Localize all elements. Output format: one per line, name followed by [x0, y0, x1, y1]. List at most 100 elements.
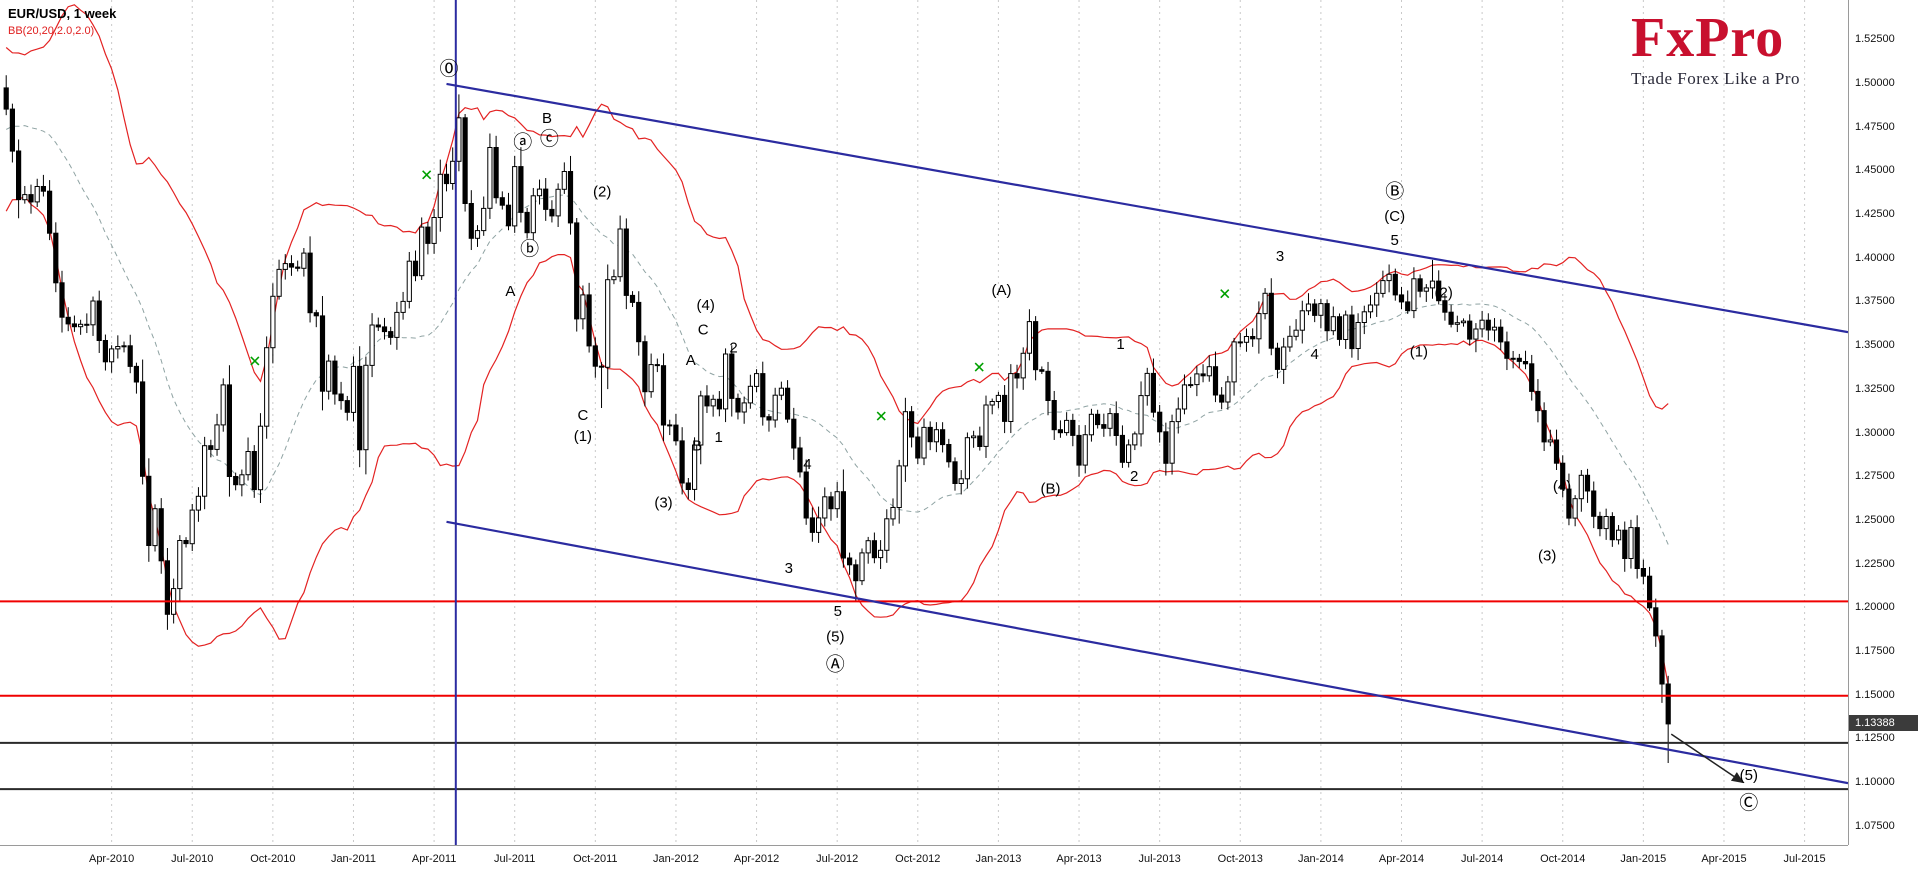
candle-body-bear — [1398, 294, 1405, 303]
wave-label[interactable]: (A) — [992, 282, 1012, 299]
candle-body-bear — [952, 461, 958, 484]
wave-label[interactable]: (B) — [1041, 480, 1061, 497]
candle-body-bear — [729, 353, 735, 399]
candle-body-bull — [902, 411, 908, 467]
trendline[interactable] — [446, 82, 1848, 334]
wave-label[interactable]: 3 — [1276, 248, 1284, 265]
wave-label[interactable]: Ⓒ — [1739, 792, 1758, 814]
wave-label[interactable]: (1) — [1410, 343, 1428, 360]
candle-body-bear — [1045, 370, 1051, 401]
green-cross-marker[interactable] — [250, 356, 260, 366]
candle-body-bull — [1088, 413, 1095, 436]
green-cross-marker[interactable] — [974, 362, 984, 372]
wave-label[interactable]: ⓐ — [513, 131, 532, 153]
candle-body-bull — [195, 495, 202, 511]
candle — [1628, 519, 1634, 569]
candle — [1597, 511, 1603, 537]
candle — [419, 217, 425, 280]
candle-body-bear — [1634, 527, 1640, 569]
candle-body-bull — [1175, 408, 1181, 423]
candle — [816, 506, 822, 543]
wave-label[interactable]: 4 — [803, 456, 811, 473]
candle — [1616, 525, 1622, 545]
wave-label[interactable]: C — [577, 407, 588, 424]
wave-label[interactable]: A — [505, 283, 515, 300]
projection-arrow[interactable] — [1670, 733, 1744, 784]
green-cross-marker[interactable] — [1220, 289, 1230, 299]
wave-label[interactable]: ⓪ — [439, 58, 458, 80]
wave-label[interactable]: 2 — [729, 340, 737, 357]
candle-body-bear — [133, 365, 140, 383]
candle — [611, 269, 617, 285]
wave-label[interactable]: (4) — [697, 297, 715, 314]
wave-label[interactable]: (5) — [826, 628, 844, 645]
candle — [239, 469, 245, 497]
candle — [1460, 318, 1467, 327]
time-axis[interactable]: Apr-2010 Jul-2010 Oct-2010 Jan-2011 Apr-2011… — [0, 845, 1848, 886]
wave-label[interactable]: 1 — [715, 429, 723, 446]
price-tick-label: 1.27500 — [1855, 470, 1895, 483]
wave-label[interactable]: 3 — [785, 560, 793, 577]
wave-label[interactable]: (2) — [1435, 285, 1453, 302]
wave-label[interactable]: 2 — [1130, 468, 1138, 485]
wave-label[interactable]: (4) — [1553, 478, 1571, 495]
candle-body-bear — [47, 190, 53, 234]
candle — [344, 395, 350, 421]
wave-label[interactable]: (C) — [1384, 208, 1405, 225]
wave-label[interactable]: A — [686, 352, 696, 369]
wave-label[interactable]: 1 — [1116, 336, 1124, 353]
wave-label[interactable]: (1) — [574, 428, 592, 445]
candle — [1070, 413, 1076, 447]
candle — [1008, 364, 1014, 434]
candle — [1529, 354, 1535, 401]
candle — [1336, 313, 1343, 346]
signal-markers[interactable] — [250, 170, 1230, 421]
candle — [1349, 305, 1355, 358]
candle — [245, 437, 251, 481]
wave-label[interactable]: 4 — [1311, 346, 1319, 363]
wave-label[interactable]: (2) — [593, 183, 611, 200]
candle-body-bull — [189, 509, 195, 545]
candle — [1504, 331, 1510, 371]
candle — [220, 378, 226, 432]
wave-label[interactable]: Ⓑ — [1385, 180, 1404, 202]
candle — [1491, 318, 1498, 342]
candle — [202, 436, 208, 510]
candle-body-bear — [307, 252, 313, 314]
wave-label[interactable]: C — [698, 321, 709, 338]
price-axis[interactable]: 1.13388 1.52500 1.50000 1.47500 1.45000 1.42… — [1848, 0, 1918, 845]
candle-body-bear — [915, 436, 921, 459]
candle — [1212, 351, 1219, 403]
candle-body-bull — [648, 364, 654, 393]
candle-body-bull — [1243, 336, 1250, 343]
candle-body-bull — [1262, 292, 1268, 315]
candle-body-bull — [1144, 372, 1150, 397]
candle-body-bear — [791, 418, 797, 449]
wave-label[interactable]: Ⓐ — [826, 654, 845, 676]
candle — [1324, 299, 1330, 342]
wave-label[interactable]: B — [692, 438, 702, 455]
wave-label[interactable]: (3) — [1538, 548, 1556, 565]
wave-label[interactable]: ⓑ — [520, 238, 539, 260]
wave-label[interactable]: ⓒ — [540, 128, 559, 150]
wave-label[interactable]: B — [542, 110, 552, 127]
wave-label[interactable]: 5 — [834, 603, 842, 620]
candle-body-bull — [1082, 434, 1088, 466]
green-cross-marker[interactable] — [876, 411, 886, 421]
wave-label[interactable]: 5 — [1391, 232, 1399, 249]
candle — [59, 270, 65, 333]
candle-body-bull — [605, 279, 611, 368]
wave-label[interactable]: (5) — [1740, 767, 1758, 784]
green-cross-marker[interactable] — [422, 170, 432, 180]
overlay-objects[interactable] — [0, 0, 1848, 845]
wave-label[interactable]: (3) — [654, 494, 672, 511]
candle-body-bull — [1008, 373, 1014, 423]
candle-body-bull — [115, 346, 121, 350]
trendline[interactable] — [446, 520, 1848, 785]
candle-body-bear — [381, 326, 388, 333]
candle — [437, 159, 443, 232]
candle — [288, 255, 295, 276]
candle — [282, 254, 288, 280]
